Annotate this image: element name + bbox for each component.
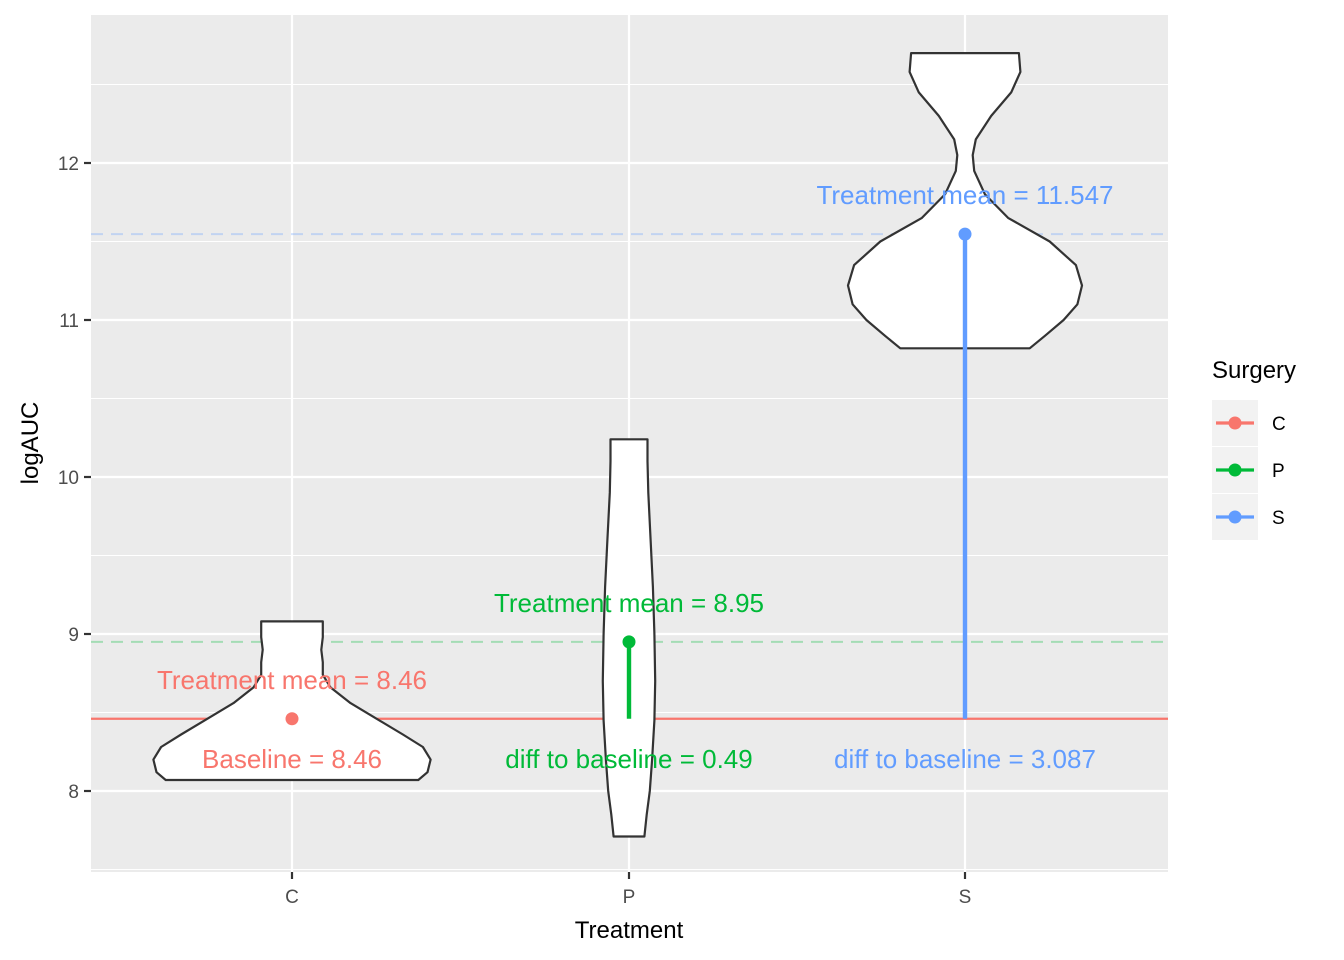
mean-label-s: Treatment mean = 11.547 (816, 180, 1113, 210)
legend-title: Surgery (1212, 357, 1296, 384)
x-tick-label: C (285, 887, 299, 908)
y-tick-label: 9 (68, 625, 79, 646)
legend-label-p: P (1272, 461, 1285, 482)
violin-c (152, 620, 432, 782)
diff-segments (285, 227, 972, 726)
mean-label-p: Treatment mean = 8.95 (494, 588, 764, 618)
legend-label-s: S (1272, 508, 1285, 529)
legend-label-c: C (1272, 414, 1286, 435)
bottom-label-p: diff to baseline = 0.49 (505, 744, 752, 774)
mean-point-p (622, 635, 636, 649)
y-tick-label: 8 (68, 782, 79, 803)
x-tick-label: P (623, 887, 636, 908)
mean-point-s (958, 227, 972, 241)
y-tick-label: 11 (59, 311, 79, 332)
bottom-label-s: diff to baseline = 3.087 (834, 744, 1096, 774)
axes: 8 9 10 11 12 C P S (58, 154, 971, 908)
x-axis-title: Treatment (575, 917, 684, 944)
legend-key-point (1228, 463, 1242, 477)
x-tick-label: S (959, 887, 972, 908)
violin-s (846, 52, 1084, 350)
y-tick-label: 12 (58, 154, 79, 175)
bottom-label-c: Baseline = 8.46 (202, 744, 382, 774)
annotations: Treatment mean = 8.46 Baseline = 8.46 Trea… (157, 180, 1114, 774)
legend-key-point (1228, 416, 1242, 430)
mean-point-c (285, 712, 299, 726)
mean-label-c: Treatment mean = 8.46 (157, 665, 427, 695)
y-tick-label: 10 (58, 468, 79, 489)
legend: Surgery C P S (1212, 357, 1296, 540)
y-axis-title: logAUC (17, 402, 44, 485)
legend-key-point (1228, 510, 1242, 524)
